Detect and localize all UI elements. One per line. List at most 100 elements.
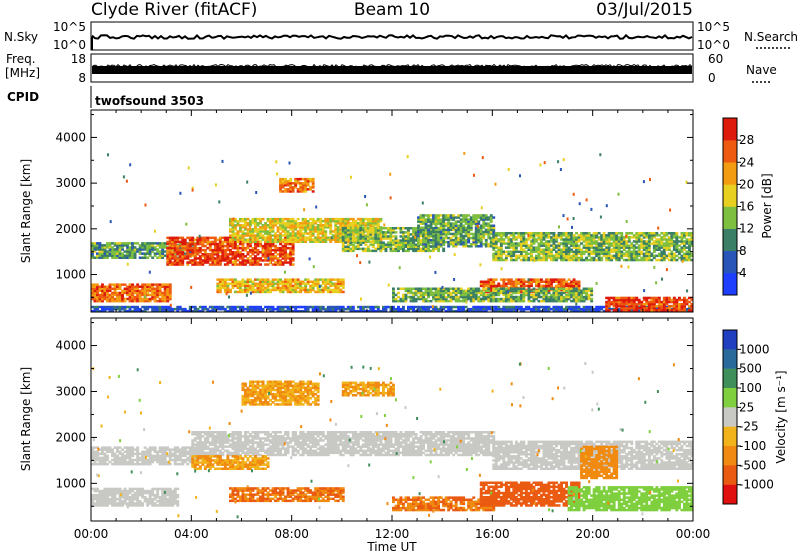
power-cell [497,234,501,237]
power-cell [291,290,295,294]
power-cell [555,240,558,243]
power-cell [489,214,493,217]
power-cell [557,278,561,281]
power-cell [512,284,516,288]
power-cell [499,258,503,262]
power-cell [319,217,323,221]
power-cell [512,307,516,311]
power-cell [462,305,466,309]
power-cell [336,230,340,233]
power-cell [133,285,137,288]
power-cell [419,230,423,234]
power-cell [259,226,262,229]
power-cell [191,261,195,264]
power-cell [635,232,639,235]
power-cell [452,216,456,219]
power-cell [276,230,280,233]
power-cell [306,182,310,185]
power-cell [331,284,335,288]
power-cell [223,290,227,294]
power-cell [469,222,473,225]
power-cell [249,242,252,246]
power-cell [141,244,145,247]
power-cell [108,293,112,297]
power-cell [399,247,403,251]
power-cell [690,252,693,256]
power-cell [299,222,303,225]
power-cell [617,248,621,251]
power-cell [223,240,227,244]
power-cell [361,247,365,251]
power-cell [414,233,418,236]
power-cell [254,226,257,229]
power-cell [361,305,365,309]
power-cell [251,307,255,311]
power-cell [311,234,315,237]
power-cell [324,219,328,223]
power-cell [236,251,240,254]
power-cell [148,299,152,303]
power-cell [296,230,300,233]
power-cell [98,297,102,301]
power-cell [181,236,185,240]
power-cell [146,297,150,301]
power-cell [158,244,162,247]
power-cell [442,226,446,229]
power-cell [304,186,308,189]
power-cell [550,248,553,251]
power-cell [439,235,443,238]
power-cell [256,242,260,246]
power-cell [474,245,478,248]
power-cell [419,291,423,295]
power-cell [118,307,122,311]
power-cell [404,299,408,303]
power-cell [605,256,609,260]
power-cell [665,248,669,251]
power-cell [439,232,443,236]
power-cell [286,188,290,191]
power-cell [289,246,293,250]
power-cell [530,246,533,249]
power-cell [309,232,313,235]
power-cell [324,307,328,311]
power-cell [304,179,308,183]
power-cell [183,307,187,311]
power-cell [349,305,353,309]
power-cell [239,309,242,312]
power-cell [615,254,619,258]
power-cell [304,228,308,231]
power-cell [517,282,521,285]
power-cell [640,240,644,243]
power-cell [635,250,639,253]
power-cell [296,284,300,288]
power-cell [560,309,563,312]
power-cell [540,309,543,312]
power-cell [497,232,501,235]
power-cell [244,248,247,252]
power-cell [234,234,237,237]
power-cell [419,240,423,244]
power-cell [419,218,423,221]
power-cell [151,291,155,295]
power-cell [178,261,182,264]
power-cell [264,248,267,252]
power-cell [266,217,270,221]
power-cell [301,226,305,229]
power-cell [600,234,604,237]
power-cell [239,257,242,260]
power-cell [565,280,568,283]
power-cell [281,255,285,258]
power-cell [289,232,293,235]
power-cell [555,307,558,311]
power-cell [675,238,679,241]
power-cell [462,245,466,248]
power-cell [427,289,430,293]
power-cell [106,250,109,253]
power-cell [484,238,488,242]
power-cell [274,224,277,227]
power-cell [530,252,533,256]
power-cell [527,238,531,241]
power-cell [304,224,308,227]
power-cell [414,227,418,230]
power-cell [562,278,566,281]
